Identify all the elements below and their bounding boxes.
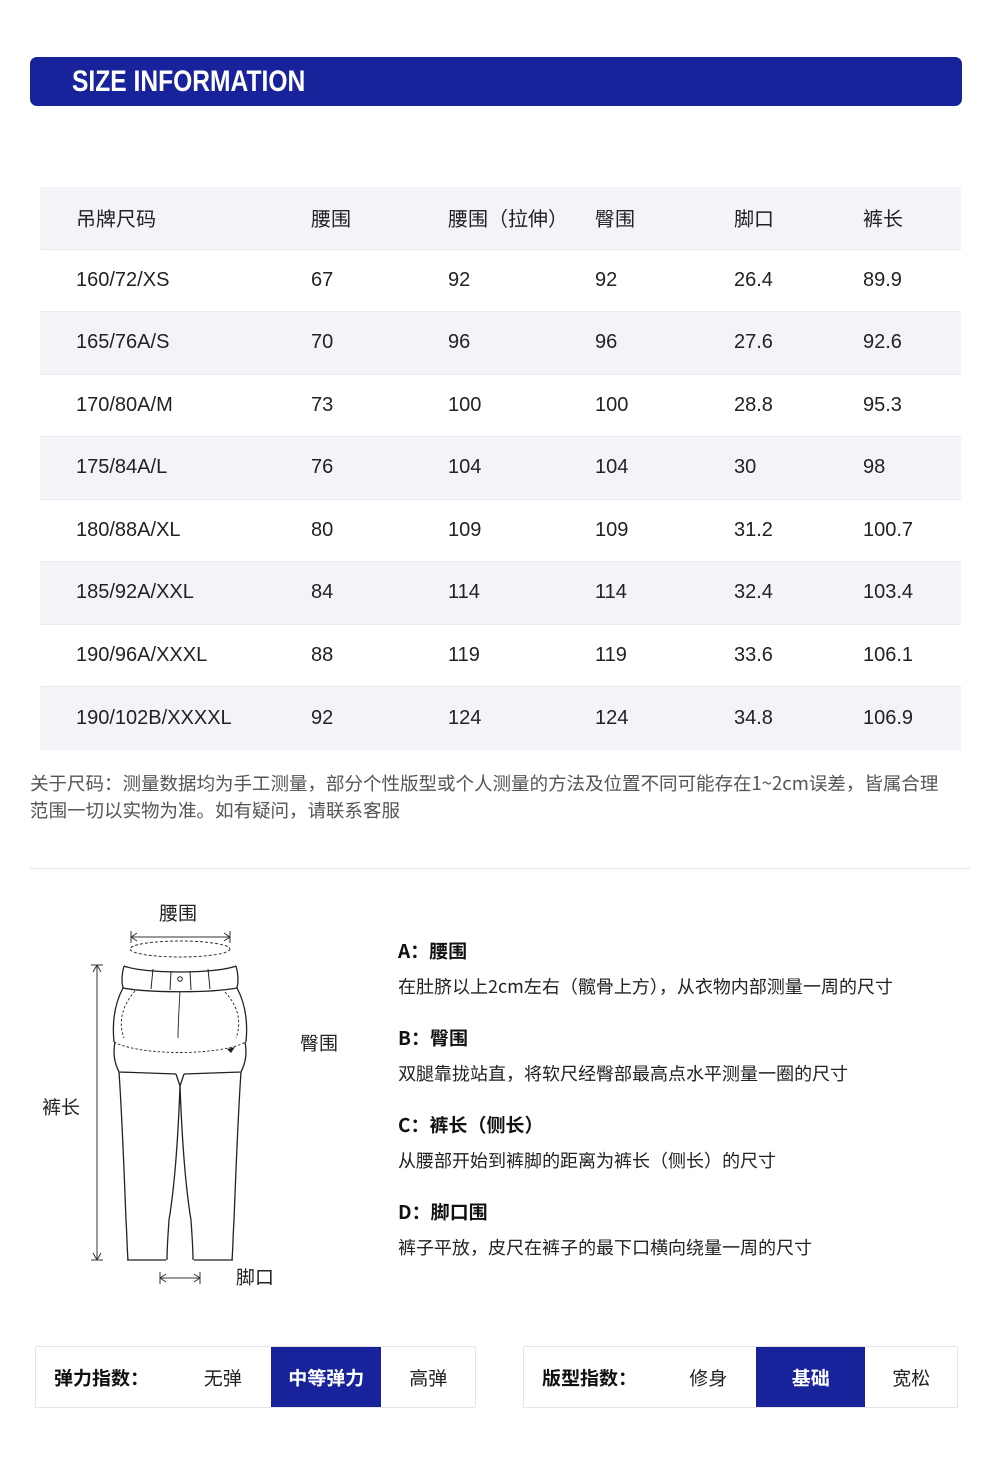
svg-text:腰围: 腰围 [159, 899, 197, 926]
svg-text:裤长: 裤长 [42, 1093, 80, 1120]
svg-text:脚口: 脚口 [236, 1263, 274, 1290]
svg-text:臀围: 臀围 [300, 1029, 338, 1056]
